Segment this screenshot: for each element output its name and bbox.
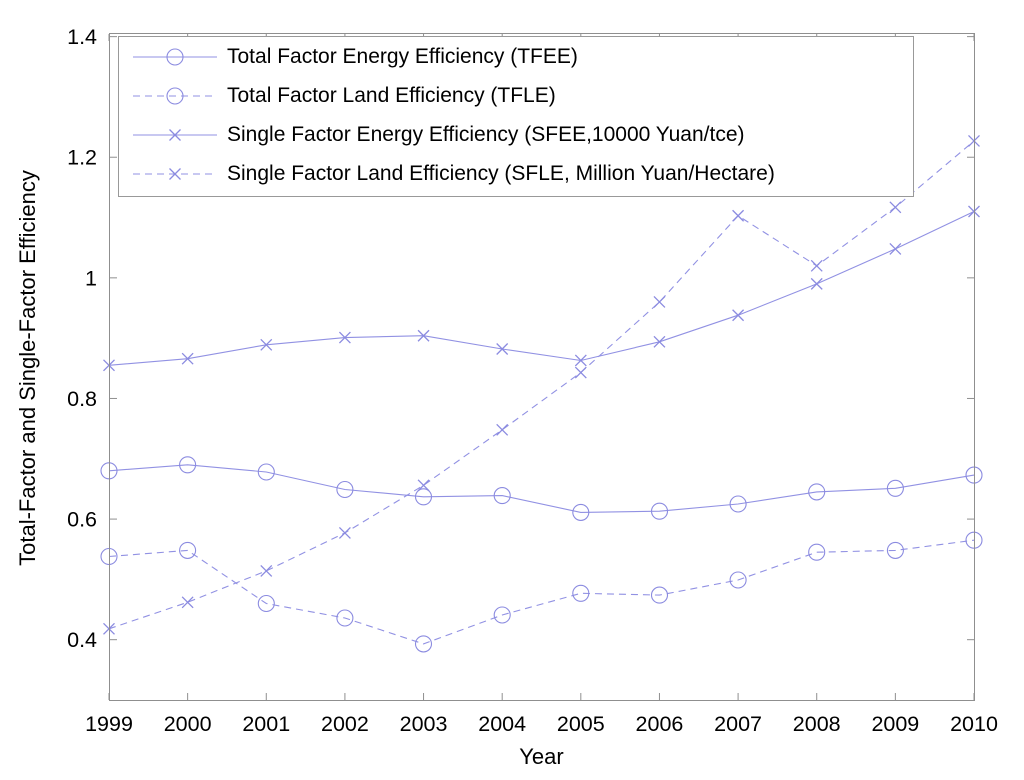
marker-circle-tfle: [572, 584, 590, 602]
marker-x-sfee: [496, 343, 509, 355]
y-tick-label: 1.4: [67, 25, 97, 49]
marker-circle-tfle: [886, 541, 904, 559]
marker-circle-tfle: [179, 541, 197, 559]
marker-x-sfle: [810, 259, 823, 272]
marker-x-sfle: [889, 201, 902, 214]
x-tick-label: 2001: [242, 712, 290, 736]
legend-sample-marker-sfle: [169, 168, 181, 180]
x-tick-label: 2002: [321, 712, 369, 736]
marker-x-sfee: [810, 277, 823, 290]
x-tick-label: 1999: [85, 712, 133, 736]
legend-label-tfle: Total Factor Land Efficiency (TFLE): [227, 84, 556, 107]
x-tick-label: 2009: [871, 712, 919, 736]
marker-circle-tfle: [650, 586, 669, 604]
y-tick-label: 0.6: [67, 508, 97, 532]
legend-label-sfle: Single Factor Land Efficiency (SFLE, Mil…: [227, 162, 775, 185]
y-tick-label: 1.2: [67, 146, 97, 170]
marker-circle-tfee: [729, 495, 747, 513]
x-tick-label: 2000: [164, 712, 212, 736]
marker-circle-tfee: [414, 488, 433, 506]
y-tick-label: 1: [85, 266, 97, 290]
marker-x-sfee: [653, 335, 666, 348]
marker-circle-tfee: [650, 502, 669, 520]
legend-label-sfee: Single Factor Energy Efficiency (SFEE,10…: [227, 123, 745, 146]
series-line-tfee: [108, 464, 975, 513]
x-tick-label: 2004: [478, 712, 526, 736]
marker-circle-tfee: [336, 480, 354, 499]
x-tick-label: 2008: [793, 712, 841, 736]
marker-x-sfle: [260, 564, 273, 577]
marker-x-sfee: [181, 352, 194, 365]
marker-circle-tfle: [336, 609, 354, 627]
x-tick-label: 2003: [400, 712, 448, 736]
marker-circle-tfee: [179, 456, 197, 474]
marker-circle-tfee: [257, 463, 275, 481]
marker-x-sfle: [181, 596, 194, 609]
marker-x-sfle: [496, 423, 509, 436]
legend-sample-marker-sfee: [169, 129, 181, 141]
marker-x-sfle: [653, 296, 666, 308]
x-tick-label: 2010: [950, 712, 998, 736]
series-line-tfle: [108, 539, 975, 645]
legend-box: [118, 36, 914, 197]
marker-circle-tfle: [414, 635, 433, 653]
marker-x-sfle: [338, 526, 351, 539]
marker-x-sfee: [732, 309, 745, 322]
marker-circle-tfee: [493, 487, 511, 505]
marker-circle-tfle: [257, 594, 275, 613]
series-line-sfle: [108, 140, 975, 630]
marker-x-sfle: [574, 366, 587, 379]
marker-circle-tfee: [886, 479, 904, 497]
marker-x-sfee: [574, 354, 587, 367]
axes-box: [109, 33, 975, 701]
y-tick-label: 0.8: [67, 387, 97, 411]
x-tick-label: 2005: [557, 712, 605, 736]
legend-label-tfee: Total Factor Energy Efficiency (TFEE): [227, 45, 578, 68]
marker-x-sfee: [889, 242, 902, 255]
marker-x-sfee: [338, 331, 351, 344]
legend-sample-marker-tfee: [166, 48, 184, 66]
y-axis-label: Total-Factor and Single-Factor Efficienc…: [15, 170, 40, 566]
marker-circle-tfee: [808, 483, 826, 501]
y-tick-label: 0.4: [67, 628, 97, 652]
x-tick-label: 2007: [714, 712, 762, 736]
x-axis-label: Year: [519, 744, 564, 769]
marker-circle-tfle: [729, 571, 747, 589]
marker-circle-tfle: [808, 543, 826, 561]
series-line-sfee: [108, 211, 975, 366]
marker-x-sfee: [260, 338, 273, 351]
x-tick-label: 2006: [636, 712, 684, 736]
legend-sample-marker-tfle: [166, 87, 184, 105]
marker-circle-tfee: [572, 503, 590, 521]
marker-x-sfle: [732, 209, 745, 222]
marker-circle-tfle: [493, 606, 511, 624]
marker-x-sfle: [417, 479, 430, 492]
marker-x-sfee: [417, 329, 430, 342]
